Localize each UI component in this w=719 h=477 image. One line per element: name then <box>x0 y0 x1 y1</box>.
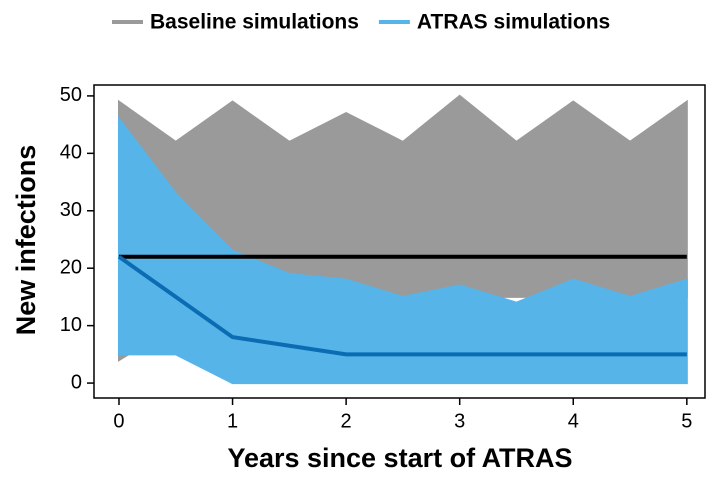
y-axis-label: New infections <box>11 145 41 336</box>
y-tick-label: 20 <box>60 256 82 278</box>
x-tick-label: 3 <box>454 410 465 432</box>
legend-label: ATRAS simulations <box>417 11 610 34</box>
legend-label: Baseline simulations <box>150 11 359 34</box>
plot-frame <box>93 84 706 399</box>
y-tick-label: 40 <box>60 142 82 164</box>
x-tick-label: 4 <box>568 410 579 432</box>
x-tick-label: 0 <box>113 410 124 432</box>
range-band <box>117 115 688 385</box>
y-tick-label: 30 <box>60 199 82 221</box>
y-tick-label: 50 <box>60 84 82 106</box>
x-tick-label: 2 <box>341 410 352 432</box>
x-axis-label: Years since start of ATRAS <box>227 443 572 473</box>
y-tick-label: 10 <box>60 314 82 336</box>
x-tick-label: 1 <box>227 410 238 432</box>
y-tick-label: 0 <box>71 371 82 393</box>
x-tick-label: 5 <box>681 410 692 432</box>
mean-line <box>117 255 687 357</box>
